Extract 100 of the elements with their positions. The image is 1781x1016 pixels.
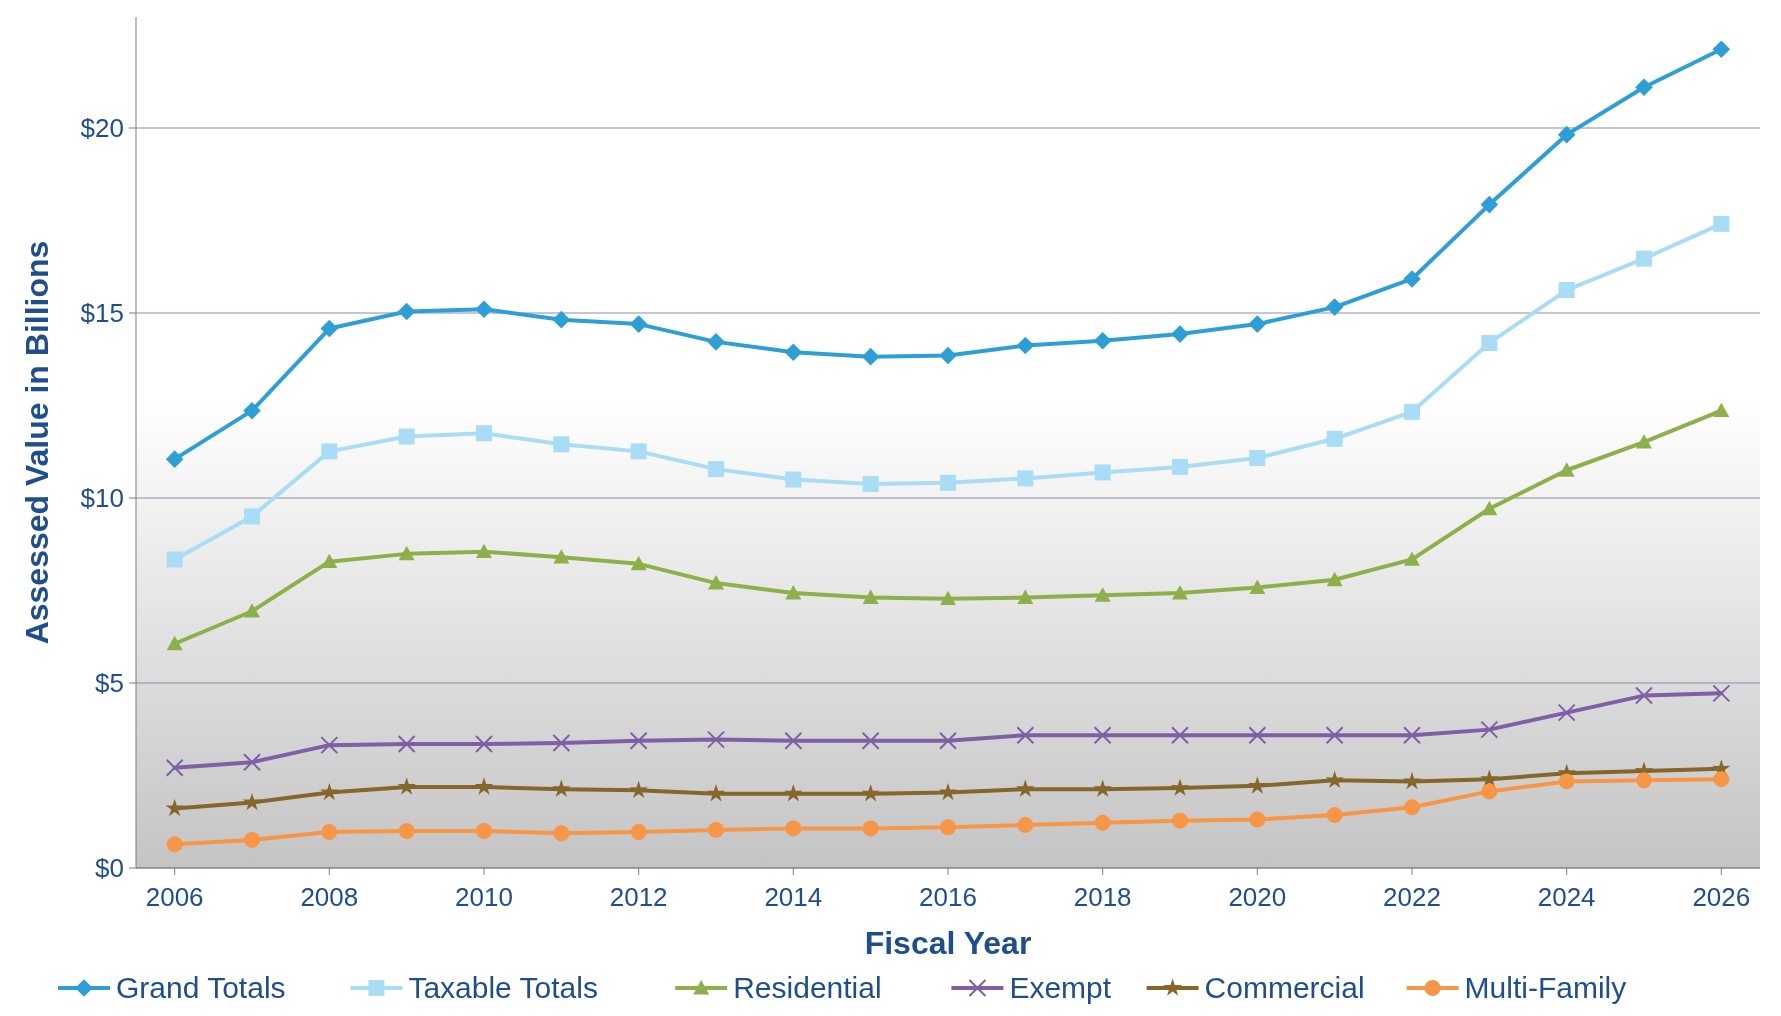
point bbox=[398, 428, 415, 445]
point bbox=[1403, 270, 1421, 288]
point bbox=[706, 784, 726, 802]
point bbox=[938, 782, 958, 801]
point bbox=[476, 823, 492, 839]
point bbox=[553, 436, 570, 453]
x-tick-label: 2016 bbox=[919, 882, 977, 912]
point bbox=[629, 315, 648, 333]
point bbox=[1249, 450, 1266, 467]
point bbox=[1713, 215, 1730, 232]
point bbox=[629, 731, 648, 750]
point bbox=[1403, 726, 1421, 745]
point bbox=[630, 555, 647, 571]
point bbox=[1017, 589, 1034, 604]
point bbox=[707, 730, 725, 749]
x-tick-label: 2014 bbox=[764, 882, 823, 912]
point bbox=[553, 825, 570, 842]
point bbox=[1404, 799, 1420, 816]
point bbox=[784, 784, 803, 802]
point bbox=[166, 635, 183, 651]
legend-label: Residential bbox=[733, 971, 882, 1004]
legend-label: Exempt bbox=[1009, 971, 1112, 1004]
point bbox=[1016, 726, 1035, 745]
point bbox=[1326, 430, 1343, 447]
legend-label: Multi-Family bbox=[1464, 971, 1627, 1004]
point bbox=[243, 753, 261, 772]
point bbox=[1248, 315, 1267, 333]
point bbox=[1404, 403, 1420, 420]
point bbox=[1402, 771, 1422, 790]
point bbox=[1481, 783, 1498, 800]
point bbox=[321, 553, 338, 569]
point bbox=[552, 310, 571, 329]
point bbox=[1557, 125, 1576, 144]
point bbox=[1172, 812, 1188, 829]
point bbox=[243, 401, 261, 420]
point bbox=[861, 731, 880, 750]
point bbox=[165, 798, 184, 817]
point bbox=[1094, 464, 1111, 481]
y-tick-label: $0 bbox=[95, 853, 124, 884]
point bbox=[1712, 40, 1731, 58]
point bbox=[1636, 772, 1652, 789]
point bbox=[1713, 771, 1730, 788]
point bbox=[1480, 720, 1499, 739]
point bbox=[1635, 686, 1653, 705]
point bbox=[1325, 770, 1344, 789]
point bbox=[242, 792, 262, 811]
point bbox=[862, 820, 879, 837]
point bbox=[244, 603, 260, 618]
point bbox=[1172, 458, 1188, 475]
point bbox=[1325, 726, 1344, 745]
point bbox=[1248, 776, 1267, 794]
point bbox=[784, 731, 803, 750]
point bbox=[1325, 298, 1344, 316]
point bbox=[940, 819, 956, 836]
point bbox=[166, 551, 183, 568]
point bbox=[320, 319, 339, 338]
point bbox=[398, 545, 415, 561]
y-axis-title: Assessed Value in Billions bbox=[19, 240, 55, 645]
point bbox=[1249, 579, 1266, 594]
point bbox=[1093, 331, 1112, 350]
point bbox=[1481, 500, 1498, 516]
point bbox=[1094, 587, 1111, 602]
point bbox=[1558, 773, 1575, 790]
x-tick-label: 2010 bbox=[455, 882, 513, 912]
point bbox=[1326, 807, 1343, 824]
point bbox=[166, 836, 183, 853]
point bbox=[244, 831, 260, 848]
point bbox=[785, 820, 802, 837]
point bbox=[785, 471, 802, 488]
point bbox=[1480, 769, 1499, 787]
y-tick-label: $10 bbox=[80, 483, 124, 514]
point bbox=[1170, 778, 1190, 796]
legend-label: Commercial bbox=[1204, 971, 1365, 1004]
point bbox=[861, 347, 880, 366]
point bbox=[940, 474, 956, 491]
point bbox=[708, 461, 724, 478]
point bbox=[476, 543, 492, 559]
x-tick-label: 2020 bbox=[1228, 882, 1287, 912]
point bbox=[320, 782, 339, 801]
point bbox=[1017, 817, 1034, 834]
point bbox=[708, 575, 724, 590]
point bbox=[1017, 470, 1034, 487]
point bbox=[1481, 334, 1498, 351]
x-axis-title: Fiscal Year bbox=[864, 925, 1032, 961]
x-tick-label: 2022 bbox=[1383, 882, 1441, 912]
point bbox=[321, 824, 338, 841]
point bbox=[1404, 551, 1420, 566]
point bbox=[1558, 282, 1575, 299]
point bbox=[165, 450, 184, 468]
point bbox=[708, 821, 724, 838]
point bbox=[1016, 336, 1035, 355]
point bbox=[1248, 726, 1267, 745]
point bbox=[475, 300, 493, 319]
point bbox=[1480, 195, 1499, 214]
point bbox=[630, 824, 647, 841]
point bbox=[321, 443, 338, 460]
point bbox=[553, 549, 570, 564]
point bbox=[1557, 703, 1576, 722]
legend-label: Grand Totals bbox=[116, 971, 286, 1004]
point bbox=[1636, 434, 1652, 449]
